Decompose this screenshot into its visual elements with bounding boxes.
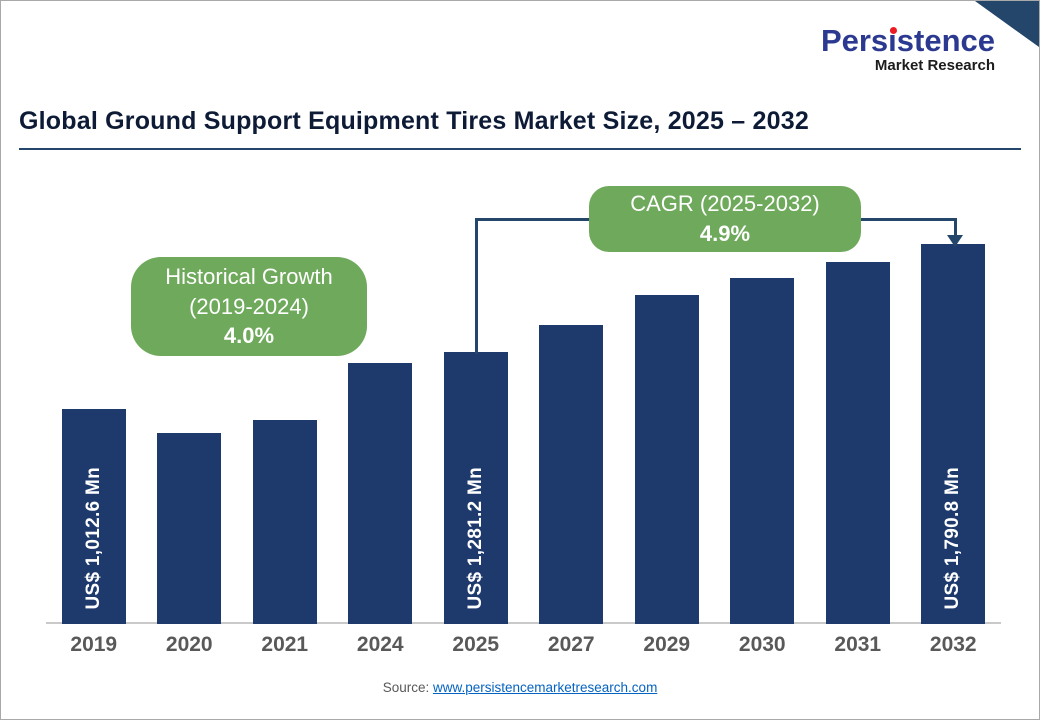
bar-2027	[539, 325, 604, 624]
x-axis-label-2024: 2024	[356, 633, 404, 656]
bar-value-label-2032: US$ 1,790.8 Mn	[942, 467, 964, 610]
x-axis-label-2025: 2025	[452, 633, 500, 656]
cagr-connector-horizontal-left	[475, 218, 592, 221]
bar-2030	[730, 278, 795, 624]
source-label: Source:	[382, 680, 430, 695]
logo-brand-text: Persistence	[821, 25, 995, 56]
cagr-connector-horizontal-right	[858, 218, 957, 221]
bar-column-2019: US$ 1,012.6 Mn 2019	[46, 161, 142, 666]
bar-2029	[634, 295, 699, 624]
source-line: Source: www.persistencemarketresearch.co…	[1, 680, 1039, 695]
cagr-value: 4.9%	[699, 221, 751, 246]
cagr-arrowhead-icon	[947, 235, 963, 247]
x-axis-baseline	[46, 622, 1001, 624]
x-axis-label-2019: 2019	[70, 633, 118, 656]
bar-column-2031: 2031	[810, 161, 906, 666]
company-logo: Persistence Market Research	[821, 25, 995, 74]
x-axis-label-2030: 2030	[738, 633, 786, 656]
source-link[interactable]: www.persistencemarketresearch.com	[432, 680, 658, 695]
title-underline	[19, 148, 1021, 150]
bar-column-2020: 2020	[142, 161, 238, 666]
x-axis-label-2032: 2032	[929, 633, 977, 656]
bar-column-2024: 2024	[333, 161, 429, 666]
x-axis-label-2027: 2027	[547, 633, 595, 656]
bar-2021	[252, 420, 317, 624]
bar-2020	[157, 433, 222, 624]
cagr-line1: CAGR (2025-2032)	[630, 191, 820, 217]
bar-column-2025: US$ 1,281.2 Mn 2025	[428, 161, 524, 666]
bar-column-2027: 2027	[524, 161, 620, 666]
cagr-callout: CAGR (2025-2032) 4.9%	[589, 186, 861, 252]
corner-triangle-decoration	[975, 1, 1039, 47]
bar-value-label-2019: US$ 1,012.6 Mn	[82, 467, 104, 610]
bar-column-2030: 2030	[715, 161, 811, 666]
bar-2031	[825, 262, 890, 624]
bar-column-2021: 2021	[237, 161, 333, 666]
historical-growth-line1: Historical Growth	[165, 263, 333, 289]
bar-2032: US$ 1,790.8 Mn	[921, 244, 986, 624]
bar-column-2029: 2029	[619, 161, 715, 666]
bar-2025: US$ 1,281.2 Mn	[443, 352, 508, 624]
x-axis-label-2029: 2029	[643, 633, 691, 656]
historical-growth-value: 4.0%	[223, 323, 275, 349]
historical-growth-line2: (2019-2024)	[189, 293, 309, 319]
x-axis-label-2020: 2020	[165, 633, 213, 656]
logo-red-dot	[889, 27, 897, 34]
bar-chart: US$ 1,012.6 Mn 2019 2020 2021 2024 US$ 1,281.…	[46, 161, 1001, 666]
logo-subtitle: Market Research	[874, 57, 995, 74]
bar-value-label-2025: US$ 1,281.2 Mn	[464, 467, 486, 610]
cagr-connector-vertical-left	[475, 218, 478, 354]
x-axis-label-2031: 2031	[834, 633, 882, 656]
bar-2019: US$ 1,012.6 Mn	[61, 409, 126, 624]
cagr-connector-vertical-right	[954, 218, 957, 236]
bar-2024	[348, 363, 413, 624]
logo-brand-label: Persistence	[820, 23, 995, 58]
historical-growth-callout: Historical Growth (2019-2024) 4.0%	[131, 257, 367, 356]
chart-area: US$ 1,012.6 Mn 2019 2020 2021 2024 US$ 1,281.…	[46, 161, 1001, 666]
chart-title: Global Ground Support Equipment Tires Ma…	[19, 107, 809, 135]
bar-column-2032: US$ 1,790.8 Mn 2032	[906, 161, 1002, 666]
x-axis-label-2021: 2021	[261, 633, 309, 656]
